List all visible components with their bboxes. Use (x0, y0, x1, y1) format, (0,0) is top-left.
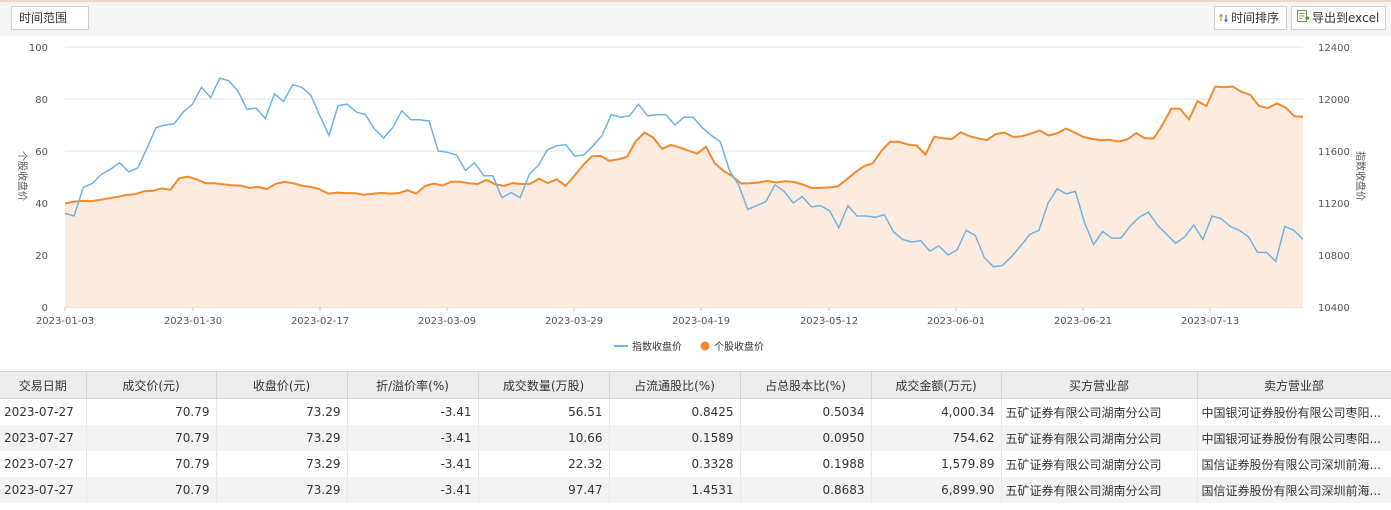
table-cell: 0.0950 (740, 425, 872, 451)
table-cell: 4,000.34 (871, 398, 1002, 425)
column-header[interactable]: 收盘价(元) (216, 371, 348, 399)
x-tick-label: 2023-07-13 (1181, 316, 1239, 327)
column-header[interactable]: 卖方营业部 (1197, 371, 1391, 399)
table-cell: 73.29 (216, 398, 348, 425)
table-cell: 五矿证券有限公司湖南分公司 (1001, 451, 1198, 477)
column-header[interactable]: 成交数量(万股) (478, 371, 610, 399)
table-cell: 国信证券股份有限公司深圳前海... (1197, 477, 1391, 503)
sort-arrows-icon (1219, 8, 1229, 30)
x-tick-label: 2023-01-03 (36, 316, 94, 327)
x-tick-label: 2023-05-12 (800, 316, 858, 327)
y-right-tick-label: 10800 (1318, 251, 1350, 262)
y-right-tick-label: 11600 (1318, 147, 1350, 158)
y-left-tick-label: 20 (35, 251, 48, 262)
column-header[interactable]: 成交价(元) (86, 371, 217, 399)
table-cell: 22.32 (478, 451, 610, 477)
x-tick-label: 2023-06-01 (927, 316, 985, 327)
table-cell: 0.8425 (609, 398, 741, 425)
column-header[interactable]: 占总股本比(%) (740, 371, 872, 399)
table-cell: 五矿证券有限公司湖南分公司 (1001, 425, 1198, 451)
export-excel-button[interactable]: 导出到excel (1291, 6, 1386, 30)
y-left-tick-label: 0 (42, 303, 48, 314)
table-cell: 中国银河证券股份有限公司枣阳... (1197, 398, 1391, 425)
table-cell: 2023-07-27 (0, 425, 87, 451)
table-cell: -3.41 (347, 425, 479, 451)
y-left-tick-label: 100 (29, 43, 48, 54)
table-cell: 754.62 (871, 425, 1002, 451)
table-cell: 70.79 (86, 451, 217, 477)
column-header[interactable]: 成交金额(万元) (871, 371, 1002, 399)
y-left-tick-label: 60 (35, 147, 48, 158)
toolbar: 时间范围 时间排序 导出到excel (0, 2, 1391, 36)
time-sort-label: 时间排序 (1231, 11, 1280, 25)
y-right-tick-label: 11200 (1318, 199, 1350, 210)
table-cell: 国信证券股份有限公司深圳前海... (1197, 451, 1391, 477)
x-tick-label: 2023-03-09 (418, 316, 476, 327)
table-cell: 0.1988 (740, 451, 872, 477)
x-tick-label: 2023-06-21 (1054, 316, 1112, 327)
table-cell: -3.41 (347, 451, 479, 477)
table-cell: 0.5034 (740, 398, 872, 425)
series-line-index-close (64, 77, 1304, 268)
time-range-button[interactable]: 时间范围 (11, 6, 89, 30)
table-cell: 0.3328 (609, 451, 741, 477)
stock-close-area (65, 86, 1303, 307)
y-axis-right-label: 指数收盘价 (1354, 151, 1367, 201)
x-tick-label: 2023-01-30 (164, 316, 222, 327)
table-cell: 五矿证券有限公司湖南分公司 (1001, 398, 1198, 425)
table-cell: 70.79 (86, 425, 217, 451)
table-cell: 10.66 (478, 425, 610, 451)
table-cell: -3.41 (347, 398, 479, 425)
table-row[interactable]: 2023-07-27 70.79 73.29 -3.41 10.66 0.1589 0.09… (0, 425, 1391, 451)
table-cell: 1.4531 (609, 477, 741, 503)
price-comparison-chart: 0 20 40 60 80 100 10400 10800 11200 11600 12000 124… (16, 43, 1367, 353)
chart-legend[interactable]: 指数收盘价 个股收盘价 (614, 340, 764, 353)
table-cell: 6,899.90 (871, 477, 1002, 503)
table-cell: 0.8683 (740, 477, 872, 503)
y-right-tick-label: 12000 (1318, 95, 1350, 106)
block-trade-table: 交易日期 成交价(元) 收盘价(元) 折/溢价率(%) 成交数量(万股) 占流通股比(%)… (0, 371, 1391, 503)
table-cell: 2023-07-27 (0, 398, 87, 425)
table-row[interactable]: 2023-07-27 70.79 73.29 -3.41 22.32 0.3328 0.19… (0, 451, 1391, 477)
table-cell: 73.29 (216, 451, 348, 477)
x-tick-label: 2023-03-29 (545, 316, 603, 327)
y-right-tick-label: 12400 (1318, 43, 1350, 54)
table-cell: 97.47 (478, 477, 610, 503)
legend-index-label[interactable]: 指数收盘价 (632, 340, 682, 353)
y-left-tick-label: 40 (35, 199, 48, 210)
chart-axes: 0 20 40 60 80 100 10400 10800 11200 11600 12000 124… (29, 43, 1350, 327)
table-cell: 73.29 (216, 477, 348, 503)
time-sort-button[interactable]: 时间排序 (1214, 6, 1287, 30)
legend-stock-label[interactable]: 个股收盘价 (714, 340, 764, 353)
table-cell: 五矿证券有限公司湖南分公司 (1001, 477, 1198, 503)
table-cell: 1,579.89 (871, 451, 1002, 477)
table-cell: -3.41 (347, 477, 479, 503)
excel-export-icon (1296, 8, 1310, 30)
top-accent-line (0, 0, 1391, 2)
table-cell: 70.79 (86, 477, 217, 503)
x-tick-label: 2023-02-17 (291, 316, 349, 327)
column-header[interactable]: 折/溢价率(%) (347, 371, 479, 399)
table-row[interactable]: 2023-07-27 70.79 73.29 -3.41 97.47 1.4531 0.86… (0, 477, 1391, 503)
table-cell: 2023-07-27 (0, 477, 87, 503)
column-header[interactable]: 占流通股比(%) (609, 371, 741, 399)
y-right-tick-label: 10400 (1318, 303, 1350, 314)
table-cell: 0.1589 (609, 425, 741, 451)
table-cell: 56.51 (478, 398, 610, 425)
export-excel-label: 导出到excel (1312, 11, 1380, 25)
column-header[interactable]: 买方营业部 (1001, 371, 1198, 399)
y-left-tick-label: 80 (35, 95, 48, 106)
series-line-stock-close (64, 85, 1304, 205)
table-cell: 73.29 (216, 425, 348, 451)
table-cell: 70.79 (86, 398, 217, 425)
x-tick-label: 2023-04-19 (672, 316, 730, 327)
legend-stock-marker (700, 341, 710, 351)
column-header[interactable]: 交易日期 (0, 371, 87, 399)
table-row[interactable]: 2023-07-27 70.79 73.29 -3.41 56.51 0.8425 0.50… (0, 398, 1391, 425)
table-header-row: 交易日期 成交价(元) 收盘价(元) 折/溢价率(%) 成交数量(万股) 占流通股比(%)… (0, 371, 1391, 399)
table-cell: 2023-07-27 (0, 451, 87, 477)
y-axis-left-label: 个股收盘价 (16, 151, 29, 201)
table-cell: 中国银河证券股份有限公司枣阳... (1197, 425, 1391, 451)
